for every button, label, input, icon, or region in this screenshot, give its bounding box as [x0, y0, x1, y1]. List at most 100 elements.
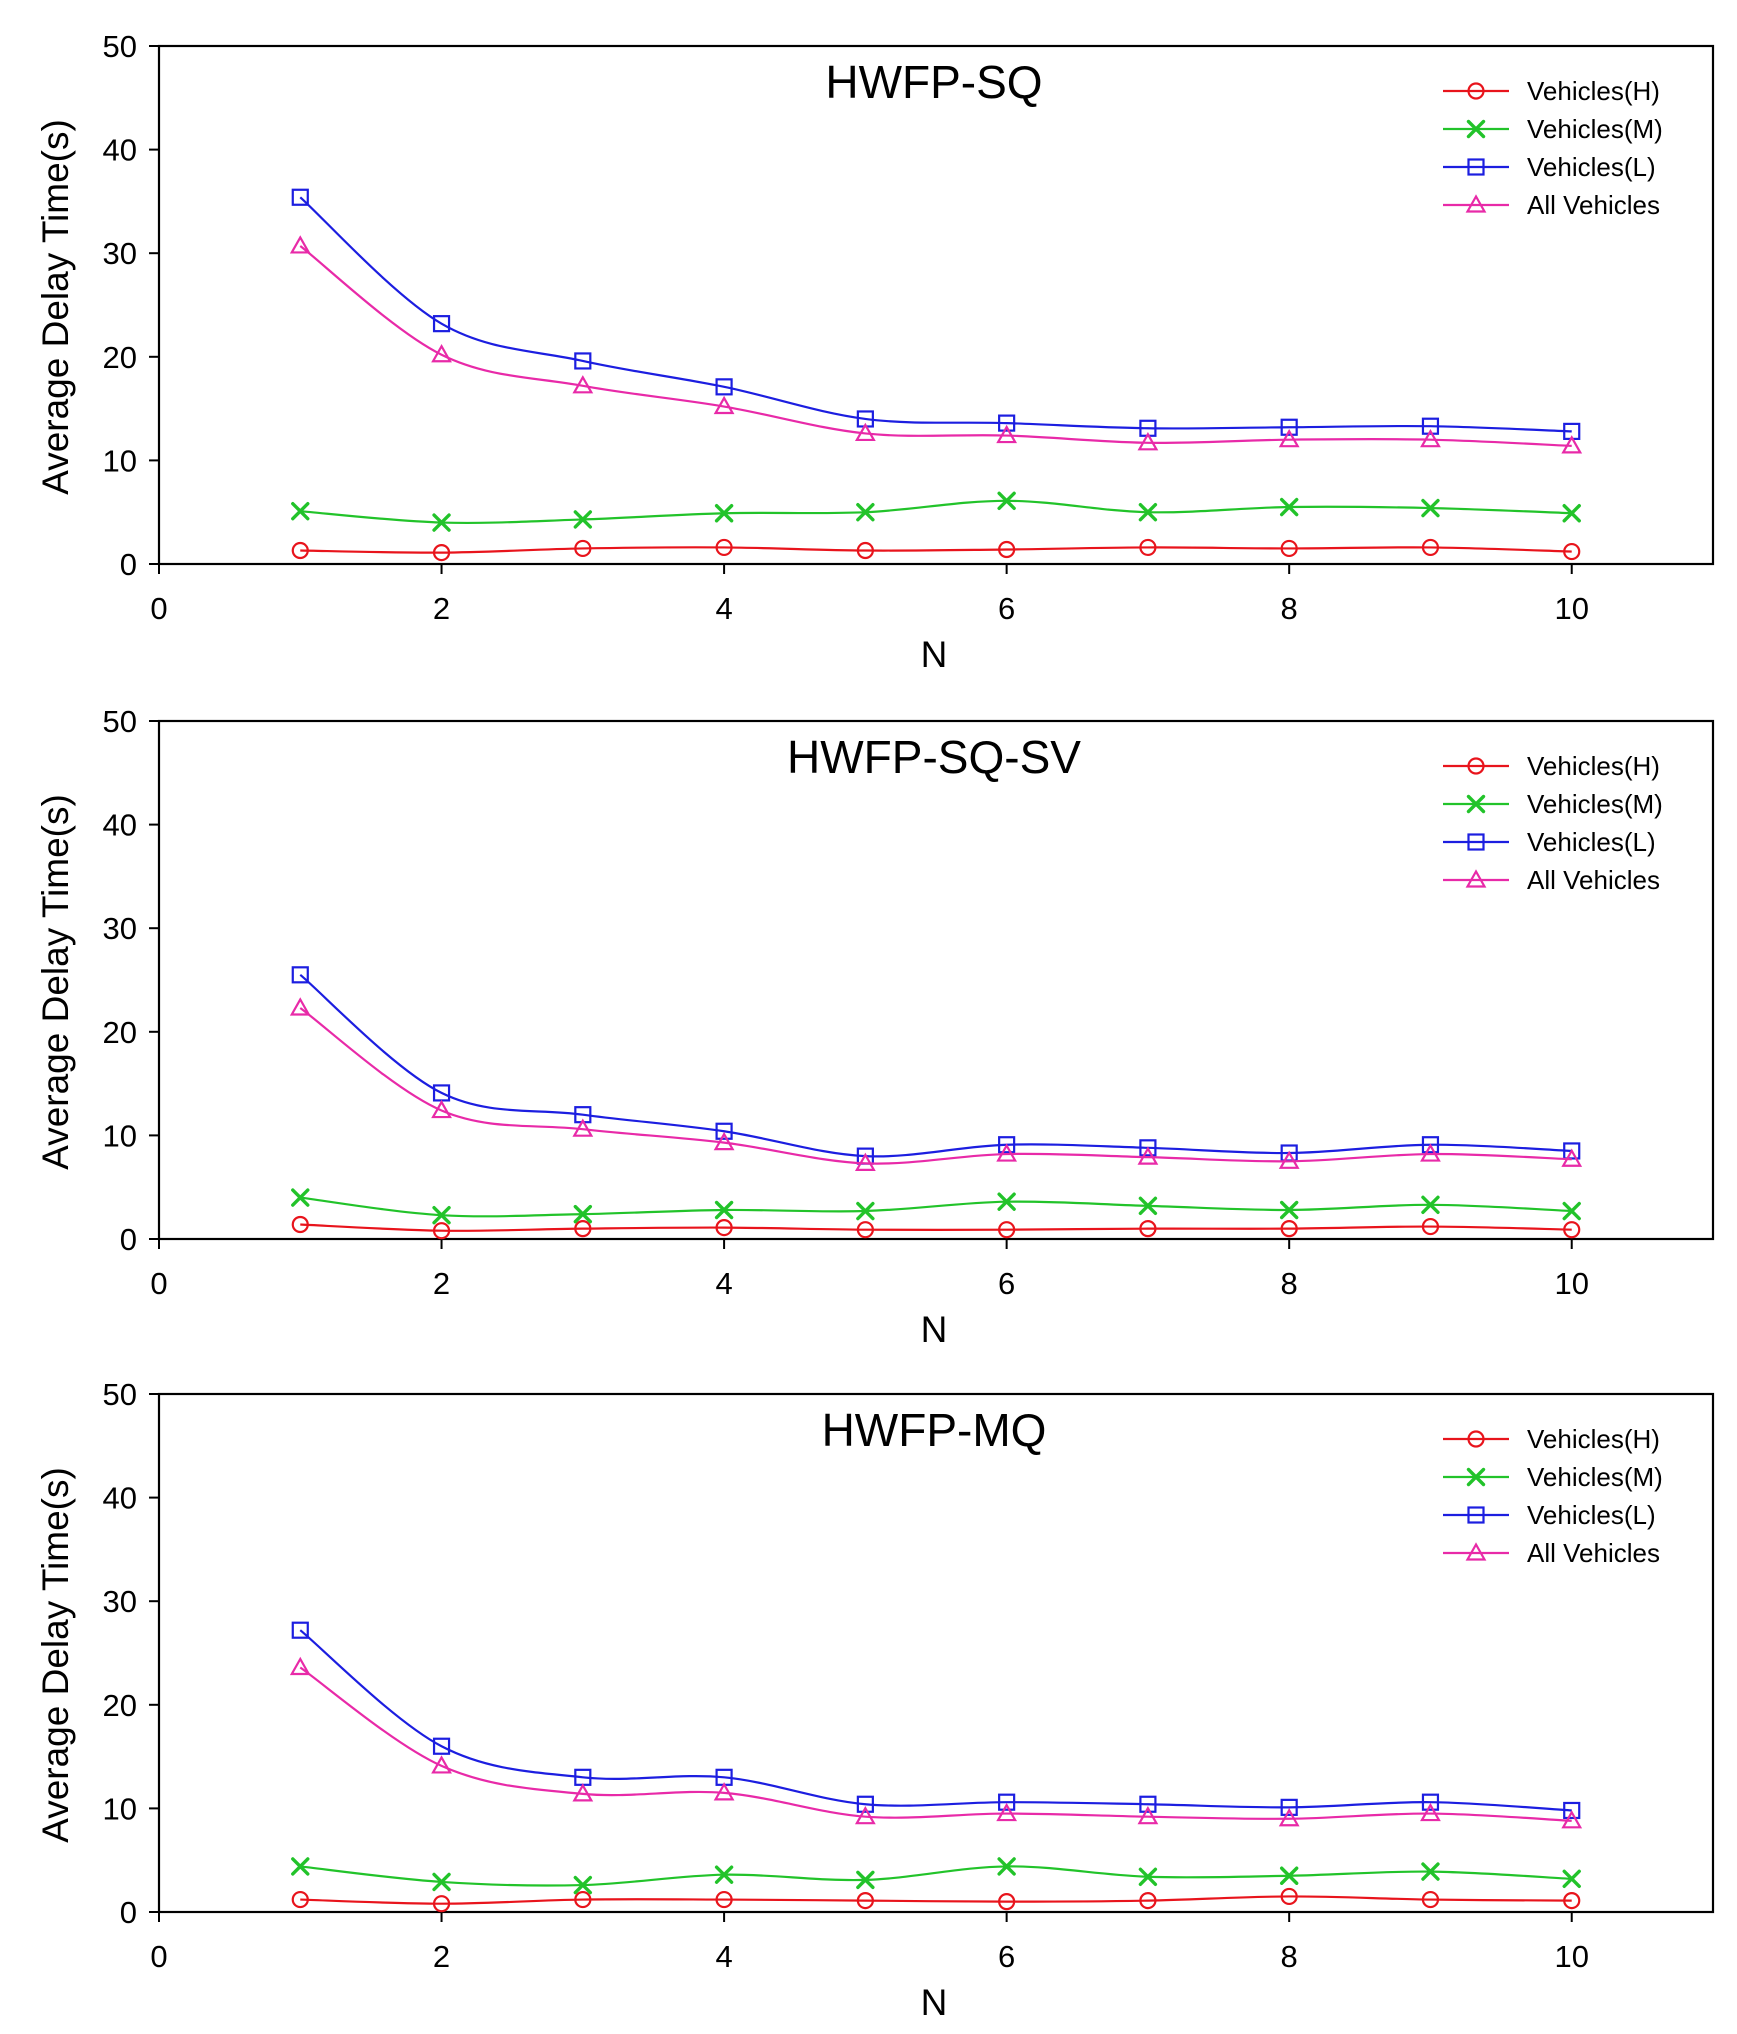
legend-label: Vehicles(M) — [1527, 1462, 1663, 1492]
data-point — [291, 501, 310, 521]
data-point — [998, 1793, 1016, 1811]
data-point — [856, 1870, 875, 1890]
y-tick-label: 10 — [103, 443, 137, 478]
data-point — [291, 1857, 310, 1876]
legend-label: Vehicles(L) — [1527, 152, 1656, 182]
data-point — [856, 503, 875, 522]
x-tick-label: 2 — [433, 1939, 450, 1974]
legend-label: All Vehicles — [1527, 865, 1660, 895]
data-point — [1420, 1143, 1441, 1162]
chart-title: HWFP-SQ — [825, 56, 1042, 108]
x-tick-label: 10 — [1554, 1266, 1588, 1301]
data-point — [1137, 432, 1159, 451]
x-tick-label: 8 — [1281, 1939, 1298, 1974]
data-point — [574, 352, 592, 370]
series-line-vehicles-h — [300, 1895, 1572, 1905]
data-point — [432, 1222, 451, 1240]
data-point — [432, 1895, 451, 1913]
x-tick-label: 4 — [715, 1266, 732, 1301]
legend-label: Vehicles(H) — [1527, 751, 1660, 781]
data-point — [1563, 1221, 1581, 1239]
data-point — [574, 1220, 592, 1238]
data-point — [291, 966, 309, 984]
series-line-vehicles-l — [299, 1629, 1572, 1812]
y-tick-label: 50 — [103, 29, 137, 64]
data-point — [856, 541, 874, 560]
data-point — [572, 1783, 594, 1802]
data-point — [291, 1621, 309, 1639]
data-point — [856, 1892, 874, 1910]
legend-label: Vehicles(L) — [1527, 1500, 1656, 1530]
data-point — [856, 1221, 874, 1239]
data-point — [715, 1219, 733, 1237]
data-point — [998, 1136, 1016, 1154]
data-point — [714, 504, 734, 523]
data-point — [997, 491, 1016, 511]
plot-frame — [157, 1392, 1715, 1914]
data-point — [1563, 1801, 1581, 1820]
y-tick-label: 30 — [103, 236, 137, 271]
data-point — [1421, 1136, 1440, 1154]
data-point — [998, 1893, 1016, 1911]
legend-label: Vehicles(H) — [1527, 1424, 1660, 1454]
data-point — [1278, 1808, 1300, 1827]
y-tick-label: 20 — [103, 1015, 137, 1050]
data-point — [1280, 1220, 1298, 1238]
data-point — [996, 424, 1018, 444]
plot-frame — [157, 719, 1715, 1241]
data-point — [432, 544, 451, 562]
x-axis-label: N — [921, 634, 948, 675]
data-point — [432, 1737, 451, 1755]
data-point — [1137, 1805, 1159, 1825]
legend-marker — [1467, 1430, 1485, 1448]
data-point — [714, 1200, 734, 1220]
chart-title: HWFP-SQ-SV — [787, 731, 1081, 783]
data-point — [1421, 1195, 1440, 1215]
x-tick-label: 2 — [433, 591, 450, 626]
x-axis-label: N — [921, 1982, 948, 2023]
y-tick-label: 30 — [103, 911, 137, 946]
data-point — [997, 1857, 1016, 1876]
data-point — [996, 1802, 1018, 1822]
data-point — [1139, 1892, 1157, 1910]
data-point — [1421, 1793, 1440, 1811]
data-point — [432, 315, 451, 333]
series-line-vehicles-l — [299, 196, 1572, 433]
y-axis-label: Average Delay Time(s) — [35, 1467, 76, 1843]
series-line-vehicles-m — [300, 1865, 1572, 1887]
data-point — [574, 539, 592, 558]
data-point — [854, 1152, 876, 1171]
data-point — [432, 1872, 451, 1892]
x-tick-label: 10 — [1554, 1939, 1588, 1974]
data-point — [289, 1656, 311, 1676]
data-point — [1562, 504, 1581, 523]
data-point — [997, 1192, 1016, 1211]
data-point — [1280, 539, 1298, 558]
data-point — [714, 1865, 734, 1884]
legend-label: All Vehicles — [1527, 1538, 1660, 1568]
data-point — [1279, 497, 1299, 517]
y-tick-label: 40 — [103, 1481, 137, 1516]
y-tick-label: 20 — [103, 340, 137, 375]
data-point — [1139, 538, 1157, 557]
legend-marker — [1467, 158, 1485, 176]
x-tick-label: 2 — [433, 1266, 450, 1301]
data-point — [573, 1204, 593, 1224]
data-point — [1421, 1890, 1440, 1909]
data-point — [998, 1221, 1016, 1239]
legend-marker — [1466, 1467, 1486, 1487]
data-point — [1138, 1867, 1158, 1886]
data-point — [573, 1875, 593, 1895]
x-tick-label: 4 — [715, 1939, 732, 1974]
data-point — [1280, 418, 1298, 436]
data-point — [432, 513, 451, 532]
data-point — [572, 1118, 594, 1137]
data-point — [715, 1890, 733, 1909]
data-point — [854, 422, 876, 442]
x-tick-label: 6 — [998, 1266, 1015, 1301]
data-point — [715, 538, 733, 557]
data-point — [996, 1143, 1018, 1162]
data-point — [574, 1890, 592, 1909]
chart-panel-1: 0 10 20 30 40 50 0 2 4 6 8 10 N Average Delay Time(s)… — [35, 29, 1715, 675]
data-point — [291, 1215, 309, 1234]
